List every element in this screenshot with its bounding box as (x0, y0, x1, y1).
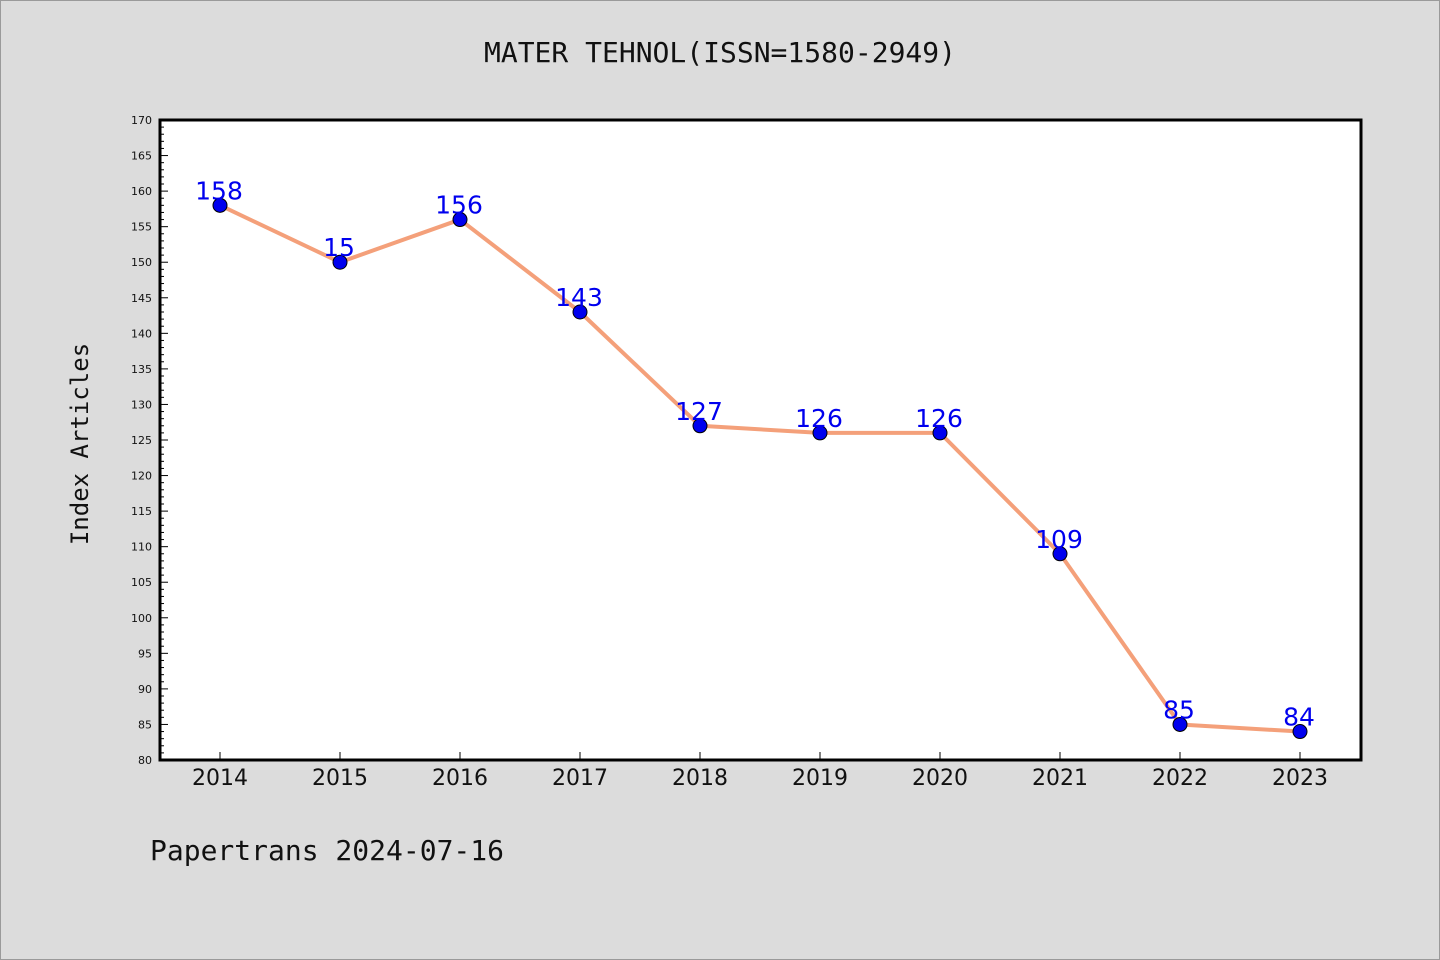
data-point (452, 212, 468, 228)
x-tick-label: 2020 (912, 766, 968, 791)
y-tick-label: 90 (138, 683, 152, 696)
x-tick-label: 2015 (312, 766, 368, 791)
y-tick-label: 100 (131, 612, 152, 625)
y-tick-label: 160 (131, 185, 152, 198)
y-tick-label: 125 (131, 434, 152, 447)
footer-note: Papertrans 2024-07-16 (150, 834, 505, 867)
data-label: 126 (795, 404, 843, 433)
data-point (932, 425, 948, 441)
data-point (212, 197, 228, 213)
y-tick-label: 110 (131, 541, 152, 554)
y-tick-label: 95 (138, 647, 152, 660)
y-tick-label: 140 (131, 327, 152, 340)
y-tick-label: 145 (131, 292, 152, 305)
data-point (1172, 716, 1188, 732)
x-tick-label: 2014 (192, 766, 248, 791)
x-tick-label: 2017 (552, 766, 608, 791)
x-axis-ticks: 2014 2015 2016 2017 2018 2019 2020 2021 2022 2023 (192, 752, 1328, 791)
data-label: 143 (555, 283, 603, 312)
data-label: 85 (1163, 695, 1195, 724)
y-tick-label: 85 (138, 718, 152, 731)
data-label: 109 (1035, 525, 1083, 554)
series-layer: 158 15 156 143 127 126 126 109 85 84 (195, 176, 1315, 740)
data-point (1052, 546, 1068, 562)
y-tick-label: 105 (131, 576, 152, 589)
data-label: 84 (1283, 703, 1315, 732)
data-point (332, 254, 348, 270)
series-line (218, 203, 1302, 734)
y-tick-label: 150 (131, 256, 152, 269)
plot-frame (158, 118, 1363, 762)
data-label: 15 (323, 233, 355, 262)
data-point (692, 418, 708, 434)
y-tick-label: 115 (131, 505, 152, 518)
x-tick-label: 2018 (672, 766, 728, 791)
y-tick-label: 120 (131, 470, 152, 483)
y-tick-label: 155 (131, 221, 152, 234)
data-point (572, 304, 588, 320)
y-tick-label: 80 (138, 754, 152, 767)
x-tick-label: 2016 (432, 766, 488, 791)
y-tick-label: 165 (131, 150, 152, 163)
chart-title: MATER TEHNOL(ISSN=1580-2949) (483, 36, 956, 69)
y-tick-label: 170 (131, 114, 152, 127)
y-tick-label: 130 (131, 398, 152, 411)
x-tick-label: 2021 (1032, 766, 1088, 791)
x-tick-label: 2023 (1272, 766, 1328, 791)
data-label: 156 (435, 191, 483, 220)
data-label: 158 (195, 176, 243, 205)
plot-area (160, 120, 1361, 760)
data-label: 127 (675, 397, 723, 426)
y-axis-ticks: 80 85 90 95 100 105 110 115 120 125 130 135 140 145 15… (131, 114, 168, 767)
x-tick-label: 2022 (1152, 766, 1208, 791)
y-tick-label: 135 (131, 363, 152, 376)
data-point (1292, 724, 1308, 740)
data-label: 126 (915, 404, 963, 433)
x-tick-label: 2019 (792, 766, 848, 791)
data-point (812, 425, 828, 441)
